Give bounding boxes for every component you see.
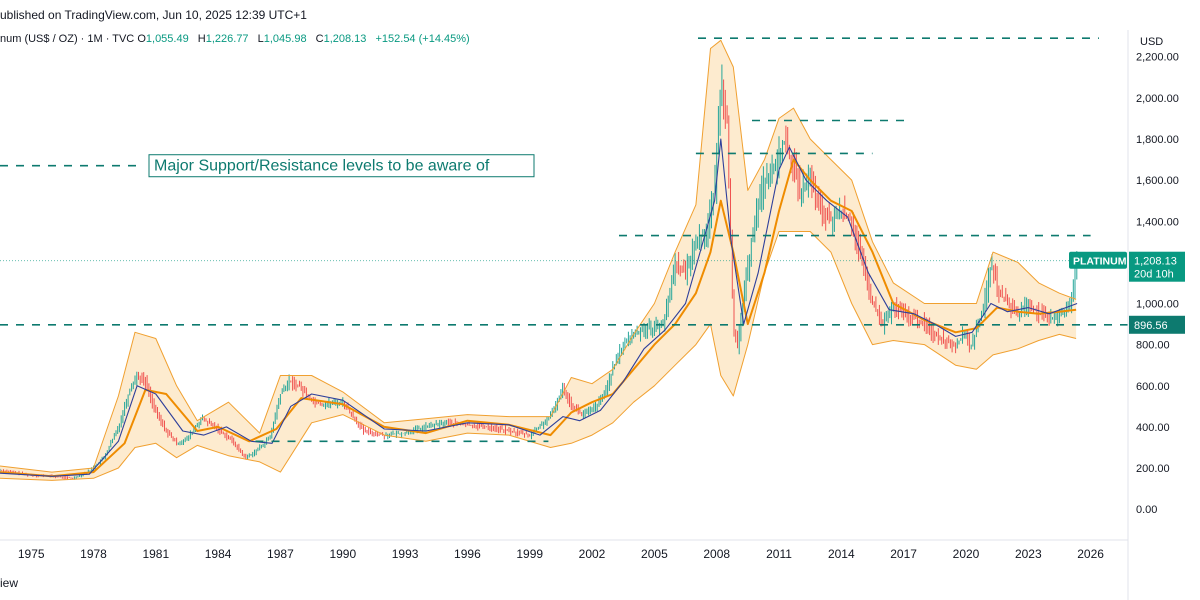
footer-text: iew (0, 576, 19, 590)
x-tick-label: 2005 (641, 547, 668, 561)
bollinger-lower-line (0, 231, 1077, 481)
bollinger-upper-line (0, 39, 1077, 473)
currency-label: USD (1140, 36, 1163, 48)
x-tick-label: 1999 (516, 547, 543, 561)
x-tick-label: 1987 (267, 547, 294, 561)
x-tick-label: 1993 (392, 547, 419, 561)
y-tick-label: 600.00 (1136, 381, 1170, 393)
annotation-text: Major Support/Resistance levels to be aw… (154, 158, 490, 175)
x-tick-label: 1990 (329, 547, 356, 561)
price-badge-value: 1,208.13 (1134, 256, 1177, 268)
x-tick-label: 2017 (890, 547, 917, 561)
y-tick-label: 1,000.00 (1136, 299, 1179, 311)
x-tick-label: 2008 (703, 547, 730, 561)
chart-header: ublished on TradingView.com, Jun 10, 202… (0, 0, 1200, 60)
y-tick-label: 800.00 (1136, 340, 1170, 352)
y-tick-label: 1,800.00 (1136, 134, 1179, 146)
symbol-legend[interactable]: num (US$ / OZ) · 1M · TVC O1,055.49 H1,2… (0, 33, 476, 45)
y-tick-label: 1,600.00 (1136, 175, 1179, 187)
y-tick-label: 2,000.00 (1136, 93, 1179, 105)
y-tick-label: 200.00 (1136, 463, 1170, 475)
symbol-title: num (US$ / OZ) · 1M · TVC (0, 33, 135, 45)
open-label: O (137, 33, 146, 45)
low-label: L (257, 33, 264, 45)
x-tick-label: 1975 (18, 547, 45, 561)
high-label: H (197, 33, 206, 45)
x-tick-label: 1996 (454, 547, 481, 561)
x-tick-label: 2002 (579, 547, 606, 561)
close-value: 1,208.13 (323, 33, 367, 45)
price-badge (1129, 251, 1185, 282)
x-tick-label: 1978 (80, 547, 107, 561)
symbol-badge (1069, 251, 1127, 269)
y-tick-label: 0.00 (1136, 504, 1157, 516)
open-value: 1,055.49 (145, 33, 189, 45)
y-tick-label: 1,400.00 (1136, 216, 1179, 228)
price-badge-countdown: 20d 10h (1134, 269, 1174, 281)
low-value: 1,045.98 (263, 33, 307, 45)
symbol-badge-text: PLATINUM (1073, 256, 1127, 268)
moving-average-line (0, 138, 1078, 477)
support-badge-value: 896.56 (1134, 320, 1168, 332)
y-tick-label: 400.00 (1136, 422, 1170, 434)
x-tick-label: 2023 (1015, 547, 1042, 561)
x-tick-label: 1981 (142, 547, 169, 561)
high-value: 1,226.77 (205, 33, 249, 45)
x-tick-label: 1984 (205, 547, 232, 561)
annotation-box (148, 154, 535, 178)
bollinger-basis-line (0, 158, 1077, 478)
x-tick-label: 2011 (766, 547, 792, 561)
support-badge (1129, 315, 1185, 334)
published-note: ublished on TradingView.com, Jun 10, 202… (0, 8, 307, 22)
x-tick-label: 2020 (953, 547, 980, 561)
x-tick-label: 2014 (828, 547, 855, 561)
close-label: C (315, 33, 324, 45)
y-tick-label: 2,200.00 (1136, 52, 1179, 64)
bollinger-band-fill (0, 40, 1077, 481)
x-tick-label: 2026 (1077, 547, 1104, 561)
change-value: +152.54 (+14.45%) (375, 33, 470, 45)
